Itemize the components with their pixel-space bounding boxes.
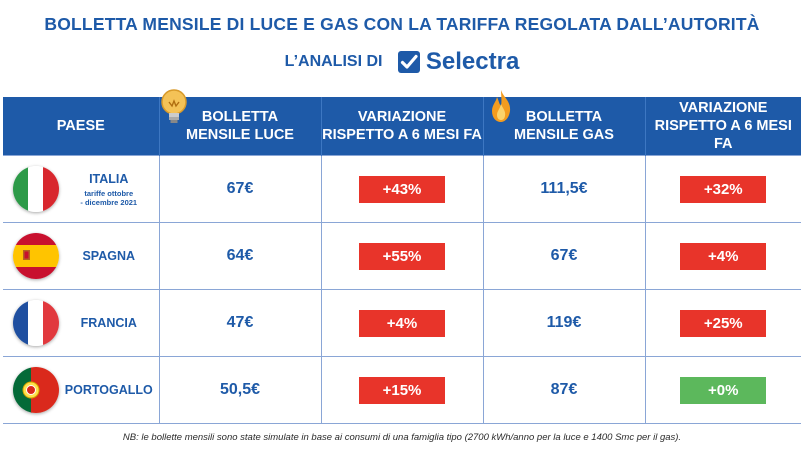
light-bulb-icon <box>160 89 187 123</box>
header-elec-bill: BOLLETTA MENSILE LUCE <box>158 89 321 156</box>
header-elec-bill-line1: BOLLETTA <box>201 109 279 125</box>
header-elec-variation: VARIAZIONE RISPETTO A 6 MESI FA <box>320 97 483 156</box>
table-row-portogallo: PORTOGALLO 50,5€ +15% 87€ +0% <box>3 356 801 424</box>
gas-bill-value: 119€ <box>482 289 646 357</box>
header-elec-var-line1: VARIAZIONE <box>357 109 447 125</box>
country-name: FRANCIA <box>80 316 137 330</box>
page-title: BOLLETTA MENSILE DI LUCE E GAS CON LA TA… <box>44 14 760 34</box>
table-row-francia: FRANCIA 47€ +4% 119€ +25% <box>3 289 801 357</box>
header-elec-bill-line2: MENSILE LUCE <box>186 127 294 143</box>
country-cell: SPAGNA <box>3 222 160 290</box>
elec-variation-badge: +55% <box>359 242 445 270</box>
elec-bill-value: 47€ <box>158 289 322 357</box>
header-country: PAESE <box>3 97 159 156</box>
footnote: NB: le bollette mensili sono state simul… <box>122 432 682 443</box>
subtitle-prefix: L’ANALISI DI <box>284 53 383 70</box>
elec-variation-cell: +43% <box>320 155 484 223</box>
gas-variation-cell: +0% <box>644 356 801 424</box>
checkmark-icon <box>397 51 420 73</box>
country-label: SPAGNA <box>63 223 155 289</box>
gas-variation-badge: +4% <box>680 242 767 270</box>
subtitle: L’ANALISI DI Selectra <box>0 48 804 76</box>
country-name: PORTOGALLO <box>64 383 153 397</box>
gas-variation-cell: +4% <box>644 222 801 290</box>
bill-table: PAESE BOLLETTA MENSILE LUCE VARIAZIONE R… <box>3 89 801 424</box>
selectra-logo: Selectra <box>397 48 519 76</box>
gas-bill-value: 111,5€ <box>482 155 646 223</box>
header-gas-bill-line1: BOLLETTA <box>525 109 603 125</box>
flag-italy-icon <box>13 166 59 212</box>
gas-variation-cell: +25% <box>644 289 801 357</box>
country-note-line1: tariffe ottobre <box>84 188 134 198</box>
country-name: SPAGNA <box>82 249 136 263</box>
flag-france-icon <box>13 300 59 346</box>
country-cell: FRANCIA <box>3 289 160 357</box>
country-label: FRANCIA <box>63 290 155 356</box>
header-gas-variation: VARIAZIONE RISPETTO A 6 MESI FA <box>644 97 801 156</box>
elec-variation-badge: +4% <box>359 309 445 337</box>
table-row-italia: ITALIA tariffe ottobre - dicembre 2021 6… <box>3 155 801 223</box>
elec-bill-value: 64€ <box>158 222 322 290</box>
elec-variation-cell: +15% <box>320 356 484 424</box>
flag-spain-icon <box>13 233 59 279</box>
elec-bill-value: 50,5€ <box>158 356 322 424</box>
elec-bill-value: 67€ <box>158 155 322 223</box>
country-name: ITALIA <box>89 171 129 186</box>
elec-variation-badge: +43% <box>359 175 445 203</box>
gas-variation-badge: +0% <box>680 376 767 404</box>
header-gas-bill: BOLLETTA MENSILE GAS <box>482 90 645 156</box>
flag-portugal-icon <box>13 367 59 413</box>
gas-bill-value: 87€ <box>482 356 646 424</box>
country-cell: ITALIA tariffe ottobre - dicembre 2021 <box>3 155 160 223</box>
table-row-spagna: SPAGNA 64€ +55% 67€ +4% <box>3 222 801 290</box>
elec-variation-cell: +55% <box>320 222 484 290</box>
elec-variation-badge: +15% <box>359 376 445 404</box>
country-label: ITALIA tariffe ottobre - dicembre 2021 <box>63 156 155 222</box>
country-note-line2: - dicembre 2021 <box>80 197 138 207</box>
header-gas-var-line2: RISPETTO A 6 MESI FA <box>654 118 792 152</box>
header-elec-var-line2: RISPETTO A 6 MESI FA <box>322 127 482 143</box>
table-header-row: PAESE BOLLETTA MENSILE LUCE VARIAZIONE R… <box>3 89 801 156</box>
gas-variation-badge: +25% <box>680 309 767 337</box>
country-cell: PORTOGALLO <box>3 356 160 424</box>
country-note: tariffe ottobre - dicembre 2021 <box>80 189 137 207</box>
flame-icon <box>491 90 510 122</box>
header-gas-bill-line2: MENSILE GAS <box>514 127 614 143</box>
country-label: PORTOGALLO <box>63 357 155 423</box>
brand-name: Selectra <box>425 48 520 75</box>
gas-variation-cell: +32% <box>644 155 801 223</box>
elec-variation-cell: +4% <box>320 289 484 357</box>
header-gas-var-line1: VARIAZIONE <box>679 100 768 116</box>
gas-bill-value: 67€ <box>482 222 646 290</box>
gas-variation-badge: +32% <box>680 175 767 203</box>
